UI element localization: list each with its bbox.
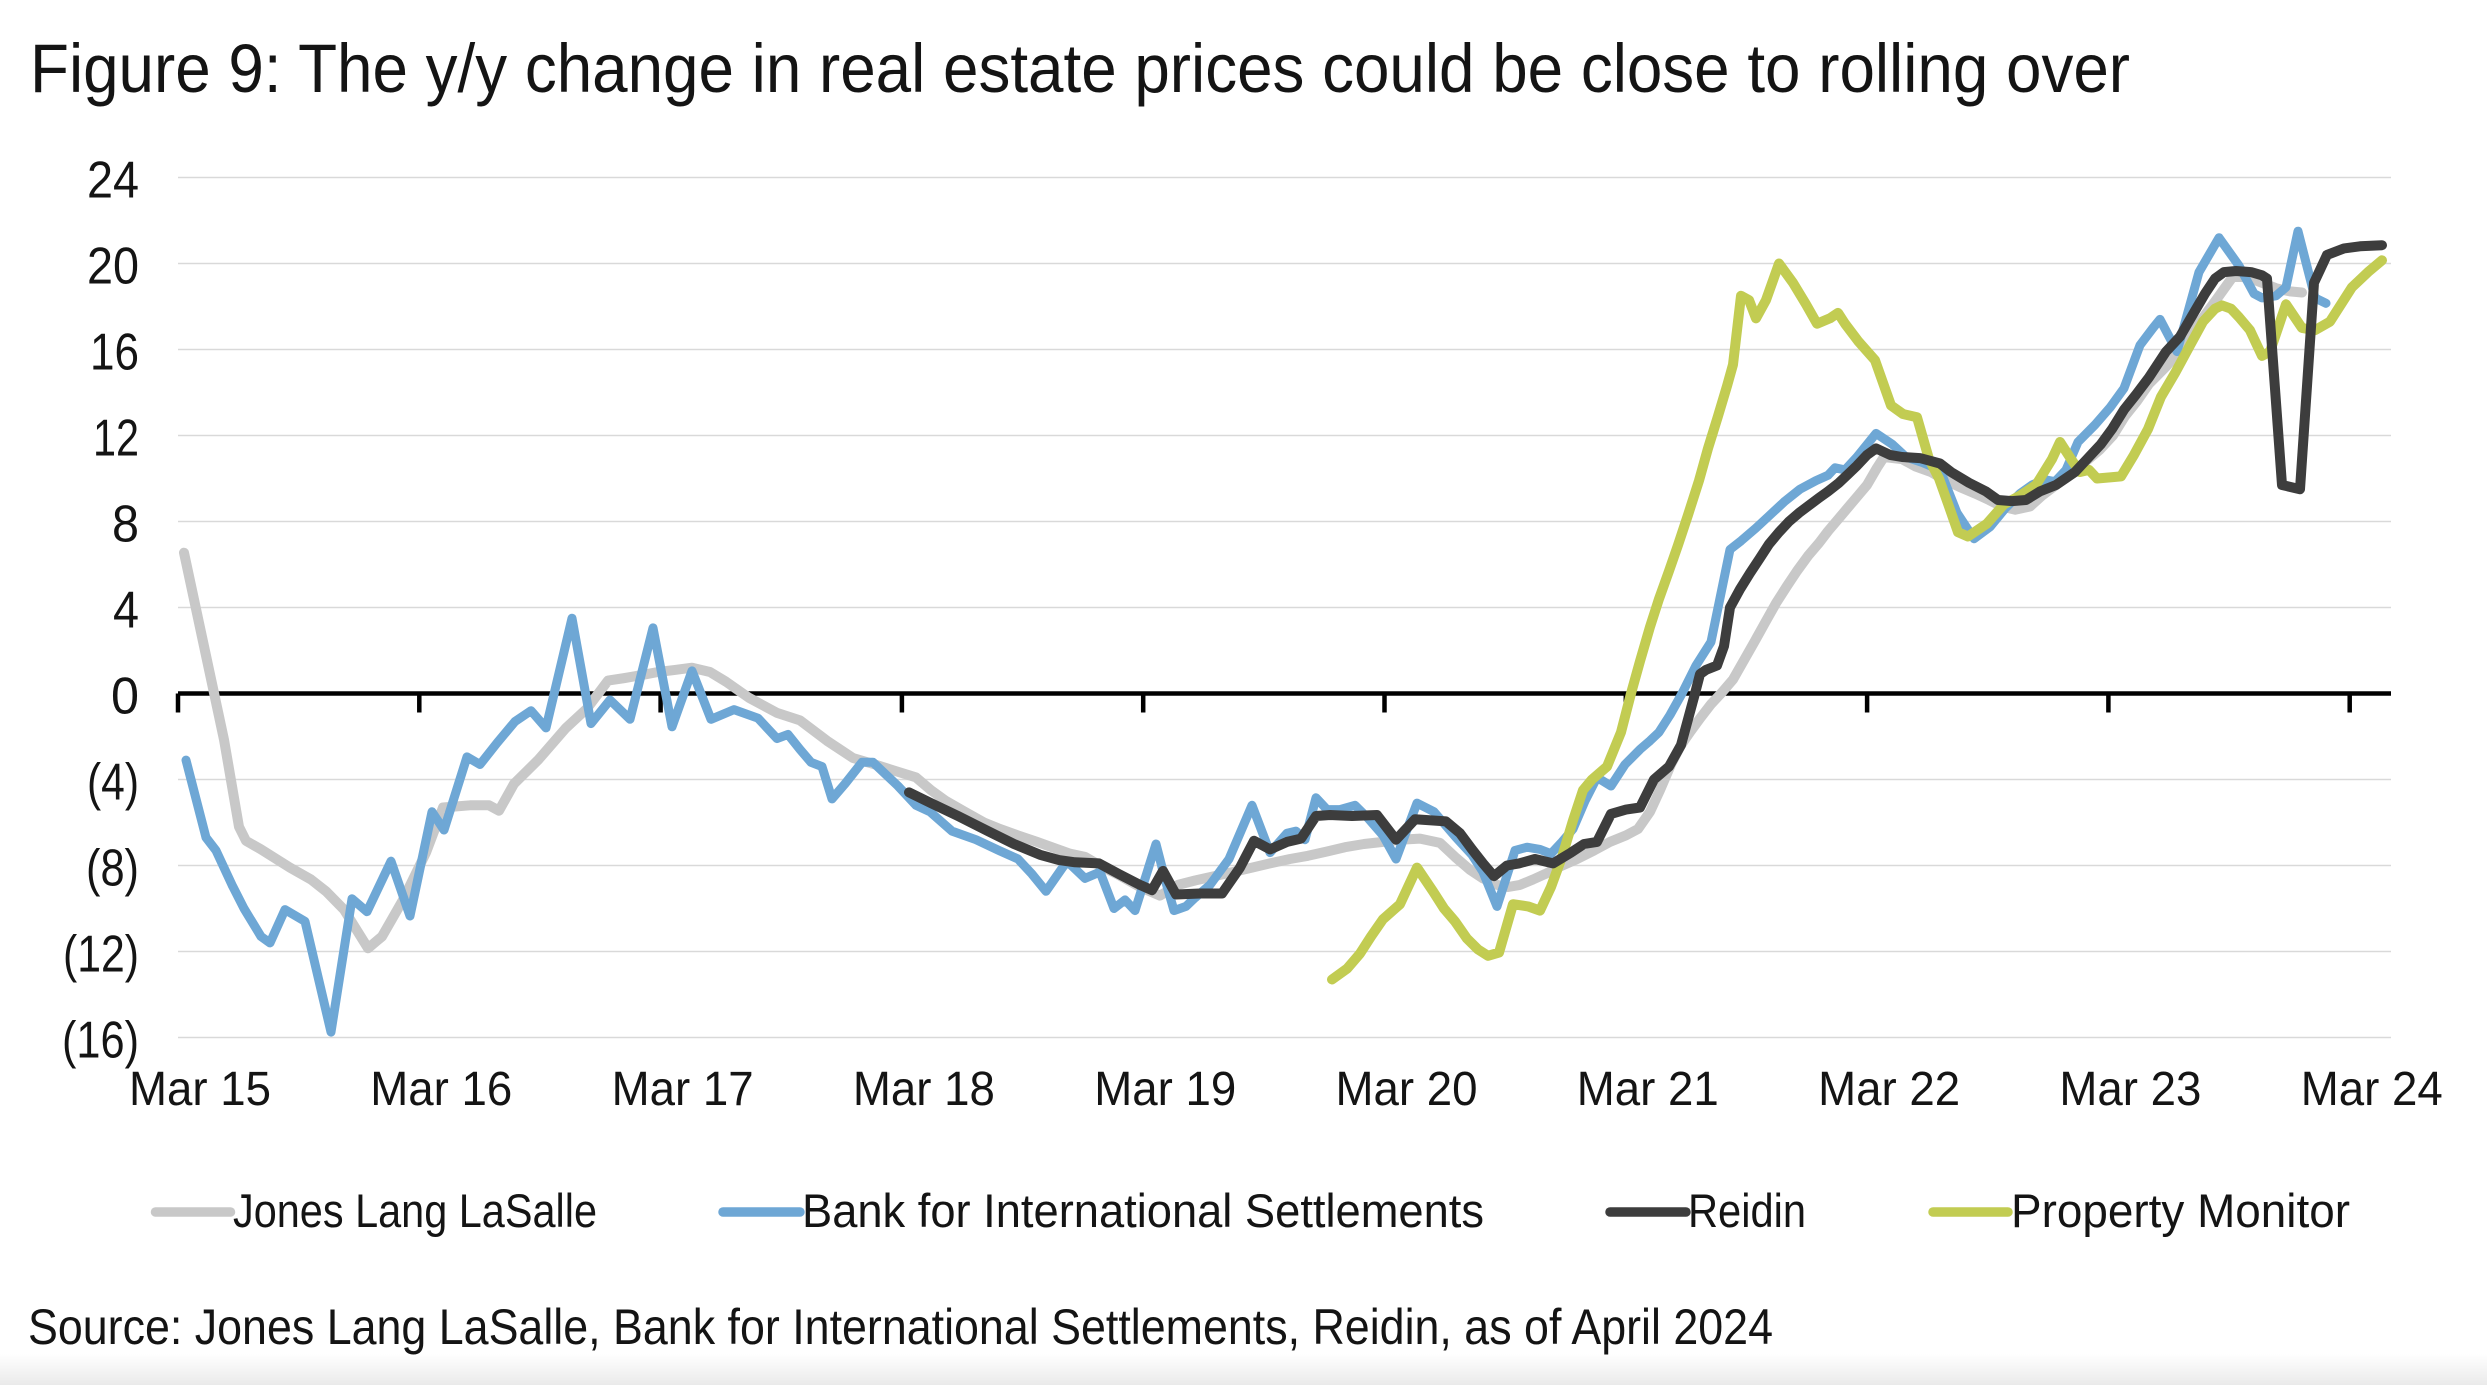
svg-text:Mar 15: Mar 15 bbox=[129, 1063, 271, 1116]
svg-text:Mar 21: Mar 21 bbox=[1577, 1063, 1719, 1116]
svg-text:(4): (4) bbox=[87, 754, 139, 812]
svg-text:Reidin: Reidin bbox=[1688, 1184, 1806, 1237]
svg-text:Property Monitor: Property Monitor bbox=[2011, 1184, 2350, 1237]
svg-text:Source: Jones Lang LaSalle, Ba: Source: Jones Lang LaSalle, Bank for Int… bbox=[28, 1299, 1773, 1355]
svg-text:Mar 22: Mar 22 bbox=[1818, 1063, 1960, 1116]
svg-text:Mar 17: Mar 17 bbox=[612, 1063, 754, 1116]
svg-text:Mar 18: Mar 18 bbox=[853, 1063, 995, 1116]
svg-text:8: 8 bbox=[112, 496, 139, 554]
svg-text:Jones Lang LaSalle: Jones Lang LaSalle bbox=[233, 1184, 597, 1237]
svg-text:Mar 24: Mar 24 bbox=[2301, 1063, 2443, 1116]
svg-text:12: 12 bbox=[93, 410, 139, 468]
svg-text:(12): (12) bbox=[63, 926, 139, 984]
svg-text:(16): (16) bbox=[62, 1012, 139, 1070]
svg-text:24: 24 bbox=[87, 152, 139, 210]
svg-text:0: 0 bbox=[111, 668, 139, 726]
svg-text:(8): (8) bbox=[86, 840, 139, 898]
svg-text:20: 20 bbox=[87, 238, 139, 296]
svg-text:Mar 20: Mar 20 bbox=[1336, 1063, 1478, 1116]
svg-text:Mar 16: Mar 16 bbox=[370, 1063, 512, 1116]
svg-text:Mar 19: Mar 19 bbox=[1094, 1063, 1236, 1116]
svg-text:16: 16 bbox=[90, 324, 139, 382]
svg-text:Figure 9: The y/y change in re: Figure 9: The y/y change in real estate … bbox=[30, 30, 2130, 107]
svg-text:Mar 23: Mar 23 bbox=[2059, 1063, 2201, 1116]
svg-text:Bank for International Settlem: Bank for International Settlements bbox=[802, 1184, 1484, 1237]
svg-text:4: 4 bbox=[113, 582, 139, 640]
